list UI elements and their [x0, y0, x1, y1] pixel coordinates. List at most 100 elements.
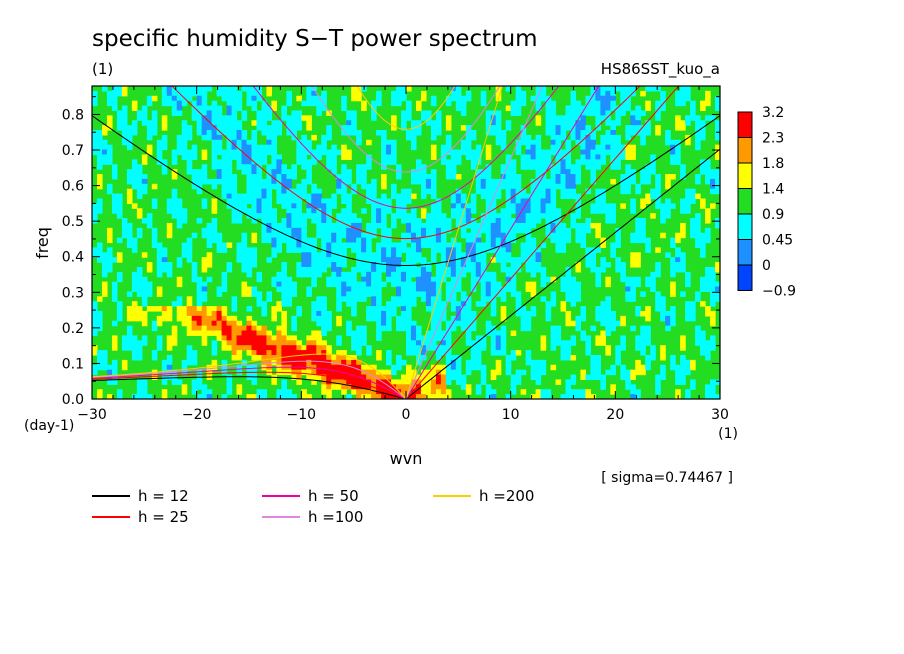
heatmap-cell	[176, 315, 183, 322]
heatmap-cell	[381, 252, 387, 258]
heatmap-cell	[655, 193, 661, 200]
heatmap-cell	[286, 174, 292, 180]
heatmap-cell	[241, 291, 248, 297]
heatmap-cell	[635, 252, 641, 258]
heatmap-cell	[256, 291, 263, 297]
heatmap-cell	[640, 335, 646, 341]
heatmap-cell	[121, 120, 128, 126]
heatmap-cell	[231, 203, 238, 209]
heatmap-cell	[600, 301, 606, 307]
heatmap-cell	[121, 125, 128, 131]
heatmap-cell	[680, 335, 686, 341]
heatmap-cell	[341, 354, 347, 361]
heatmap-cell	[650, 354, 656, 361]
heatmap-cell	[321, 315, 327, 322]
heatmap-cell	[535, 115, 542, 121]
heatmap-cell	[376, 320, 382, 327]
heatmap-cell	[660, 306, 666, 312]
heatmap-cell	[356, 281, 362, 288]
heatmap-cell	[620, 154, 626, 160]
heatmap-cell	[535, 188, 542, 195]
heatmap-cell	[495, 247, 502, 253]
heatmap-cell	[530, 213, 537, 219]
heatmap-cell	[610, 320, 616, 327]
heatmap-cell	[261, 306, 268, 312]
heatmap-cell	[131, 130, 138, 136]
heatmap-cell	[211, 222, 218, 229]
heatmap-cell	[540, 359, 547, 366]
heatmap-cell	[216, 247, 223, 253]
heatmap-cell	[595, 359, 601, 366]
heatmap-cell	[206, 125, 213, 131]
heatmap-cell	[410, 252, 417, 258]
heatmap-cell	[445, 218, 452, 224]
heatmap-cell	[231, 325, 238, 332]
heatmap-cell	[415, 394, 422, 399]
heatmap-cell	[301, 237, 307, 244]
heatmap-cell	[236, 330, 243, 337]
heatmap-cell	[216, 291, 223, 297]
heatmap-cell	[420, 178, 427, 185]
heatmap-cell	[500, 242, 507, 248]
heatmap-cell	[475, 178, 482, 185]
heatmap-cell	[575, 296, 582, 302]
heatmap-cell	[346, 354, 352, 361]
heatmap-cell	[336, 350, 342, 356]
heatmap-cell	[246, 86, 253, 92]
heatmap-cell	[206, 310, 213, 317]
heatmap-cell	[201, 203, 208, 209]
heatmap-cell	[655, 86, 661, 92]
heatmap-cell	[550, 183, 557, 190]
heatmap-cell	[221, 286, 228, 293]
heatmap-cell	[296, 306, 302, 312]
heatmap-cell	[645, 359, 651, 366]
heatmap-cell	[92, 330, 98, 337]
heatmap-cell	[605, 301, 611, 307]
heatmap-cell	[670, 310, 676, 317]
heatmap-cell	[106, 144, 113, 151]
heatmap-cell	[281, 169, 287, 175]
heatmap-cell	[550, 100, 557, 107]
heatmap-cell	[111, 208, 118, 214]
heatmap-cell	[575, 315, 582, 322]
heatmap-cell	[430, 120, 437, 126]
heatmap-cell	[600, 105, 606, 112]
heatmap-cell	[475, 276, 482, 283]
heatmap-cell	[291, 281, 297, 288]
heatmap-cell	[156, 335, 163, 341]
heatmap-cell	[615, 120, 621, 126]
heatmap-cell	[311, 247, 317, 253]
heatmap-cell	[376, 394, 382, 399]
heatmap-cell	[126, 310, 133, 317]
heatmap-cell	[685, 86, 691, 92]
heatmap-cell	[505, 286, 512, 293]
heatmap-cell	[525, 266, 532, 273]
heatmap-cell	[625, 90, 631, 97]
heatmap-cell	[386, 325, 392, 332]
heatmap-cell	[575, 237, 582, 244]
heatmap-cell	[391, 306, 397, 312]
heatmap-cell	[201, 315, 208, 322]
heatmap-cell	[396, 320, 402, 327]
heatmap-cell	[575, 120, 582, 126]
heatmap-cell	[545, 389, 552, 395]
heatmap-cell	[630, 281, 636, 288]
heatmap-cell	[485, 276, 492, 283]
heatmap-cell	[500, 291, 507, 297]
heatmap-cell	[256, 154, 263, 160]
heatmap-cell	[126, 222, 133, 229]
heatmap-cell	[440, 222, 447, 229]
heatmap-cell	[520, 320, 527, 327]
heatmap-cell	[231, 301, 238, 307]
heatmap-cell	[256, 115, 263, 121]
heatmap-cell	[660, 208, 666, 214]
heatmap-cell	[710, 266, 716, 273]
heatmap-cell	[166, 359, 173, 366]
heatmap-cell	[266, 125, 273, 131]
heatmap-cell	[271, 232, 278, 239]
heatmap-cell	[121, 232, 128, 239]
heatmap-cell	[166, 345, 173, 351]
heatmap-cell	[445, 325, 452, 332]
heatmap-cell	[680, 262, 686, 268]
heatmap-cell	[106, 364, 113, 371]
